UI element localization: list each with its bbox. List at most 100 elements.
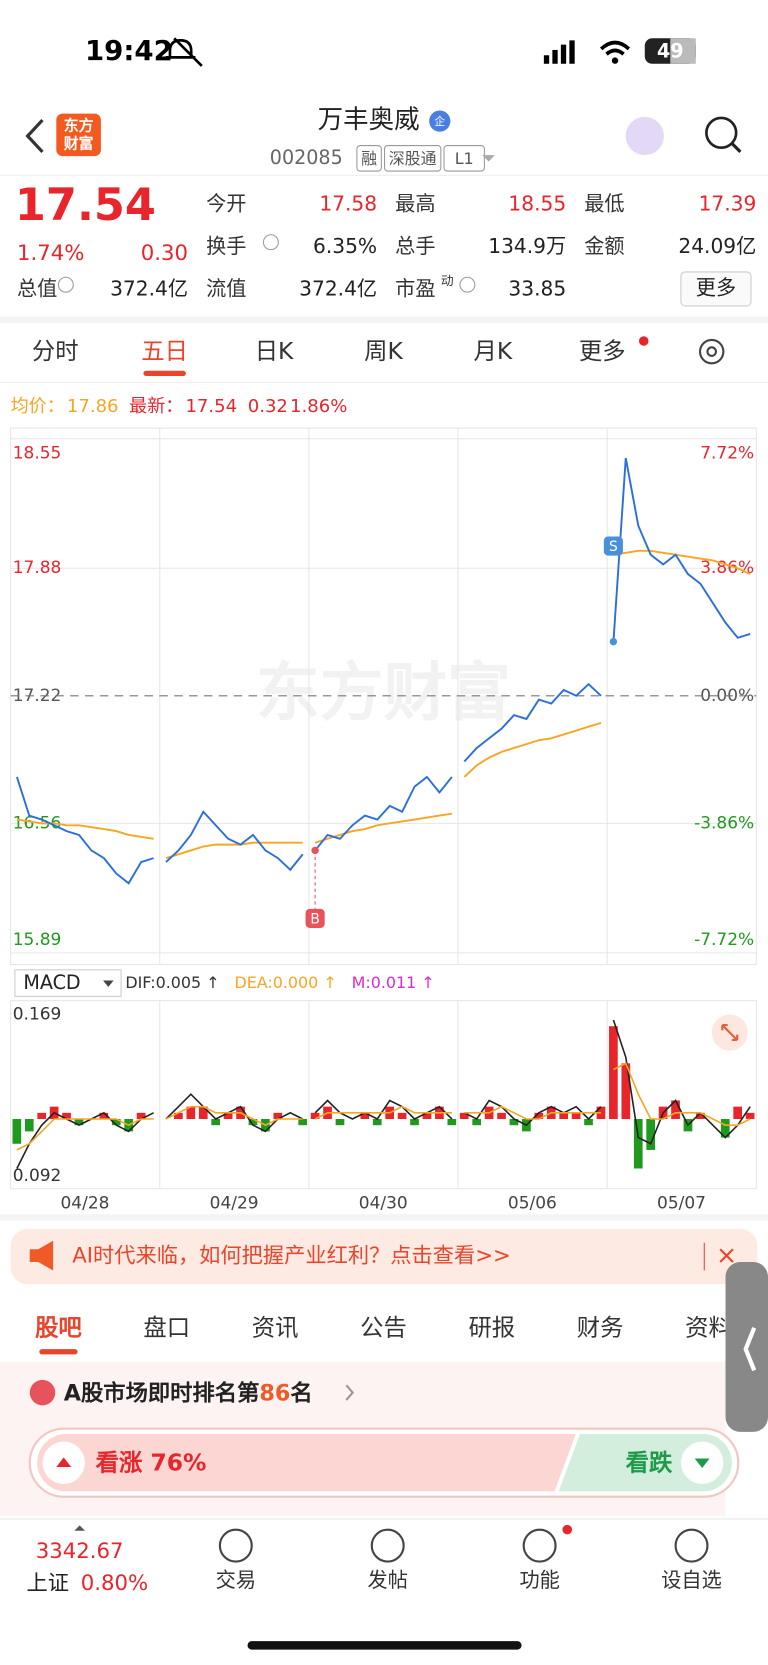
up-icon (56, 1457, 72, 1467)
status-time: 19:42 (85, 34, 173, 67)
field-label: 金额 (584, 234, 624, 258)
content-tab[interactable]: 资讯 (252, 1313, 299, 1341)
tab[interactable]: 五日 (141, 337, 188, 365)
macd-bar (360, 1112, 370, 1120)
price-line (463, 721, 602, 778)
close-banner[interactable] (719, 1248, 734, 1263)
content-tab[interactable]: 资料 (685, 1313, 732, 1341)
tag-box (384, 145, 442, 172)
index-value[interactable]: 3342.67 (36, 1539, 124, 1564)
field-value: 372.4亿 (110, 277, 188, 301)
macd-legend-item: M:0.011 ↑ (352, 973, 435, 992)
indicator-name[interactable]: MACD (23, 971, 80, 994)
field-label: 市盈 (395, 277, 435, 301)
macd-bar (733, 1106, 743, 1120)
macd-bar (609, 1026, 618, 1120)
macd-bar (136, 1112, 146, 1120)
logo-line: 财富 (64, 134, 94, 152)
macd-tick-label: 0.092 (13, 1166, 62, 1186)
rank[interactable]: A股市场即时排名第86名 (64, 1379, 313, 1406)
macd-bar (335, 1119, 345, 1126)
field-label: 总值 (17, 277, 57, 301)
info-icon (262, 234, 279, 251)
y-tick-label: 17.22 (13, 686, 62, 706)
rank-suffix: 名 (290, 1379, 312, 1406)
nav-item[interactable]: 设自选 (661, 1568, 722, 1592)
search-icon[interactable] (705, 116, 738, 150)
macd-frame (10, 1000, 757, 1190)
content-tabs: 股吧 盘口 资讯 公告 研报 财务 资料 (35, 1313, 732, 1355)
assistant-icon[interactable] (625, 116, 664, 156)
info-icon (57, 276, 74, 293)
tab[interactable]: 月K (474, 337, 513, 365)
tab[interactable]: 更多 (579, 337, 626, 365)
content-tab[interactable]: 盘口 (143, 1313, 190, 1341)
side-arrow (743, 1327, 757, 1372)
macd-bar (397, 1112, 407, 1120)
macd-bar (198, 1106, 208, 1120)
battery-empty (670, 38, 696, 64)
field-label: 换手 (206, 234, 246, 258)
nav-item[interactable]: 交易 (216, 1568, 256, 1592)
price: 17.54 (15, 179, 156, 231)
vote-up[interactable]: 看涨 76% (96, 1448, 207, 1476)
y-tick-label: 18.55 (13, 444, 62, 464)
macd-bar (310, 1112, 320, 1120)
macd-bar (584, 1119, 593, 1126)
content-tab[interactable]: 研报 (468, 1313, 515, 1341)
info-avg: 17.86 (67, 396, 119, 417)
macd-bar (497, 1112, 506, 1120)
macd-bar (696, 1112, 705, 1120)
field-label: 最高 (395, 192, 435, 216)
tab[interactable]: 周K (364, 337, 403, 365)
more-label[interactable]: 更多 (696, 275, 736, 299)
rank-icon (29, 1379, 56, 1406)
search-handle (730, 142, 742, 154)
divider (0, 316, 768, 323)
stock-code: 002085 (270, 146, 343, 169)
trade-label: B (310, 911, 319, 927)
tab[interactable]: 分时 (32, 337, 79, 365)
battery-level: 49 (657, 40, 684, 63)
content-tab[interactable]: 股吧 (35, 1313, 82, 1341)
index-name[interactable]: 上证 (27, 1571, 69, 1596)
macd-bar (671, 1100, 680, 1120)
price-line (15, 776, 154, 885)
macd-bar (37, 1112, 47, 1120)
vote-down[interactable]: 看跌 (626, 1448, 673, 1476)
banner[interactable] (10, 1229, 758, 1285)
new-dot (638, 336, 649, 346)
y-right-label: 3.86% (700, 558, 754, 578)
tab[interactable]: 日K (255, 337, 294, 365)
index-change[interactable]: 0.80% (81, 1571, 148, 1596)
macd-bar (509, 1119, 519, 1126)
price-chart: 15.89 -7.72%16.56 -3.86%17.22 0.00%17.88 3.8… (10, 428, 757, 965)
nav-icon (370, 1528, 405, 1563)
banner-text[interactable]: AI时代来临，如何把握产业红利？点击查看>> (72, 1244, 511, 1269)
macd-bar (62, 1112, 71, 1120)
info-icon (459, 276, 476, 293)
price-line (16, 818, 154, 840)
nav-icon (218, 1528, 253, 1563)
more-button[interactable] (680, 271, 752, 307)
macd-legend-item: DIF:0.005 ↑ (125, 973, 219, 992)
dropdown[interactable] (482, 155, 496, 162)
settings-icon[interactable] (698, 338, 725, 365)
x-tick-label: 04/28 (61, 1194, 110, 1214)
nav-item[interactable]: 功能 (519, 1568, 559, 1592)
horn-icon (29, 1240, 54, 1271)
back-button[interactable] (25, 118, 44, 154)
macd-bar (174, 1112, 183, 1120)
nav-item[interactable]: 发帖 (368, 1568, 408, 1592)
nav-caret (74, 1525, 85, 1531)
macd-bar (99, 1112, 109, 1120)
y-right-label: -7.72% (694, 930, 754, 950)
macd-bar (745, 1112, 755, 1120)
content-tab[interactable]: 财务 (577, 1313, 624, 1341)
macd-chart: 0.092 0.169 (12, 1000, 755, 1189)
field-label: 今开 (206, 192, 246, 216)
content-tab[interactable]: 公告 (360, 1313, 407, 1341)
indicator-select[interactable] (14, 969, 122, 997)
vote-up-bar[interactable] (37, 1434, 576, 1492)
